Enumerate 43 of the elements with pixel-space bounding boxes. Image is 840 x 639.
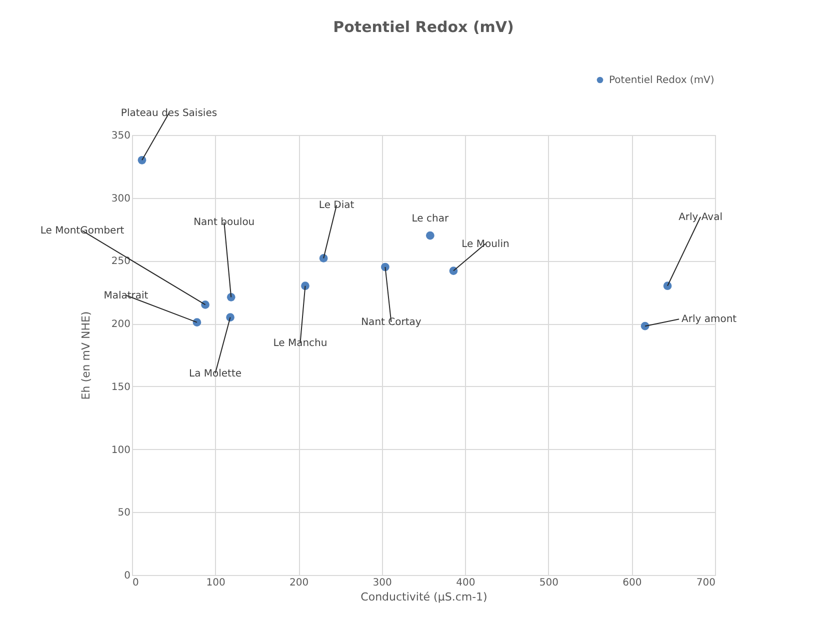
x-tick-label: 400	[456, 578, 476, 588]
annotation: Nant boulou	[194, 217, 255, 228]
y-tick-label: 0	[124, 570, 130, 582]
point	[301, 282, 310, 290]
annotation: Le Moulin	[462, 238, 510, 250]
point	[663, 282, 672, 290]
chart-title: Potentiel Redox (mV)	[333, 18, 514, 36]
annotation: Le char	[412, 214, 450, 225]
x-tick-label: 0	[132, 578, 139, 588]
point	[138, 156, 146, 164]
annotation: Arly amont	[682, 314, 737, 326]
annotation: Le Manchu	[273, 338, 328, 349]
annotation: Le Diat	[318, 200, 354, 212]
annotation: Plateau des Saisies	[120, 108, 218, 120]
point	[192, 318, 202, 326]
annotation: Arly Aval	[678, 212, 722, 223]
y-tick-label: 150	[111, 382, 130, 393]
x-tick-label: 200	[290, 578, 309, 588]
annotation: La Molette	[188, 368, 242, 380]
y-axis-title: Eh (en mV NHE)	[79, 311, 92, 400]
point	[381, 262, 390, 272]
x-axis-title: Conductivité (µS.cm-1)	[360, 590, 488, 604]
x-tick-label: 500	[539, 578, 558, 588]
annotation: Malatrait	[104, 290, 148, 302]
x-tick-label: 100	[206, 578, 226, 588]
y-tick-label: 50	[118, 508, 130, 519]
y-tick-label: 200	[111, 319, 130, 330]
x-tick-label: 600	[622, 578, 642, 588]
y-tick-label: 300	[111, 193, 130, 204]
point	[426, 231, 434, 240]
x-tick-label: 700	[696, 578, 716, 588]
legend-label: Potentiel Redox (mV)	[609, 75, 714, 86]
y-tick-label: 350	[111, 130, 130, 142]
point	[226, 313, 234, 322]
annotation: Nant Cortay	[361, 317, 422, 328]
point	[449, 266, 458, 275]
y-tick-label: 100	[111, 444, 130, 456]
point	[226, 292, 236, 302]
annotation: Le MontGombert	[40, 226, 124, 237]
point	[201, 300, 210, 309]
point	[319, 254, 328, 262]
x-tick-label: 300	[372, 578, 392, 588]
y-tick-label: 250	[111, 256, 130, 268]
